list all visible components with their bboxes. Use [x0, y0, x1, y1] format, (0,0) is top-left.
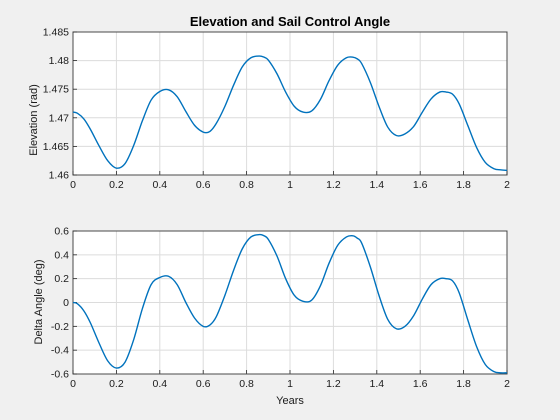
elevation-plot: 0 0.2 0.4 0.6 0.8 1 1.2 1.4 1.6 1.8 2 1.46 1.465 1.47…	[43, 27, 510, 192]
y-tick-label: 1.465	[43, 141, 69, 153]
x-tick-label: 1.6	[413, 378, 428, 390]
x-tick-label: 0	[70, 179, 76, 191]
x-tick-label: 1.8	[456, 378, 471, 390]
x-tick-label: 1	[287, 179, 293, 191]
x-tick-label: 1.6	[413, 179, 428, 191]
y-tick-label: 1.48	[49, 55, 70, 67]
y-tick-label: -0.2	[51, 321, 69, 333]
x-tick-label: 0.2	[109, 378, 124, 390]
y-tick-label: -0.4	[51, 345, 69, 357]
x-tick-label: 0.2	[109, 179, 124, 191]
x-tick-label: 1.8	[456, 179, 471, 191]
x-tick-label: 0.4	[152, 179, 167, 191]
plot-frame	[72, 31, 508, 176]
series-line	[72, 233, 508, 374]
y-axis-label-elevation: Elevation (rad)	[28, 84, 40, 156]
y-tick-label: 0.2	[54, 273, 69, 285]
y-tick-label: -0.6	[51, 369, 69, 381]
y-tick-label: 0	[63, 297, 69, 309]
x-tick-label: 2	[504, 378, 510, 390]
x-axis-label: Years	[276, 395, 304, 407]
y-tick-label: 0.6	[54, 226, 69, 238]
x-tick-label: 1	[287, 378, 293, 390]
x-tick-label: 0.6	[196, 179, 211, 191]
x-tick-label: 0	[70, 378, 76, 390]
x-tick-label: 1.2	[326, 179, 341, 191]
x-tick-label: 0.8	[239, 378, 254, 390]
x-tick-label: 0.6	[196, 378, 211, 390]
delta-angle-plot: 0 0.2 0.4 0.6 0.8 1 1.2 1.4 1.6 1.8 2 -0.6 -0.4 -0.2 0…	[51, 226, 510, 391]
x-tick-label: 1.4	[369, 378, 384, 390]
x-tick-label: 1.2	[326, 378, 341, 390]
y-tick-label: 1.47	[49, 112, 70, 124]
y-axis-label-delta-angle: Delta Angle (deg)	[33, 260, 45, 345]
y-tick-label: 1.46	[49, 170, 70, 182]
series-line	[72, 55, 508, 172]
x-tick-label: 2	[504, 179, 510, 191]
x-tick-label: 0.8	[239, 179, 254, 191]
y-tick-label: 0.4	[54, 249, 69, 261]
x-tick-label: 0.4	[152, 378, 167, 390]
y-tick-label: 1.485	[43, 27, 69, 39]
chart-title: Elevation and Sail Control Angle	[190, 14, 390, 29]
y-tick-label: 1.475	[43, 84, 69, 96]
x-tick-label: 1.4	[369, 179, 384, 191]
